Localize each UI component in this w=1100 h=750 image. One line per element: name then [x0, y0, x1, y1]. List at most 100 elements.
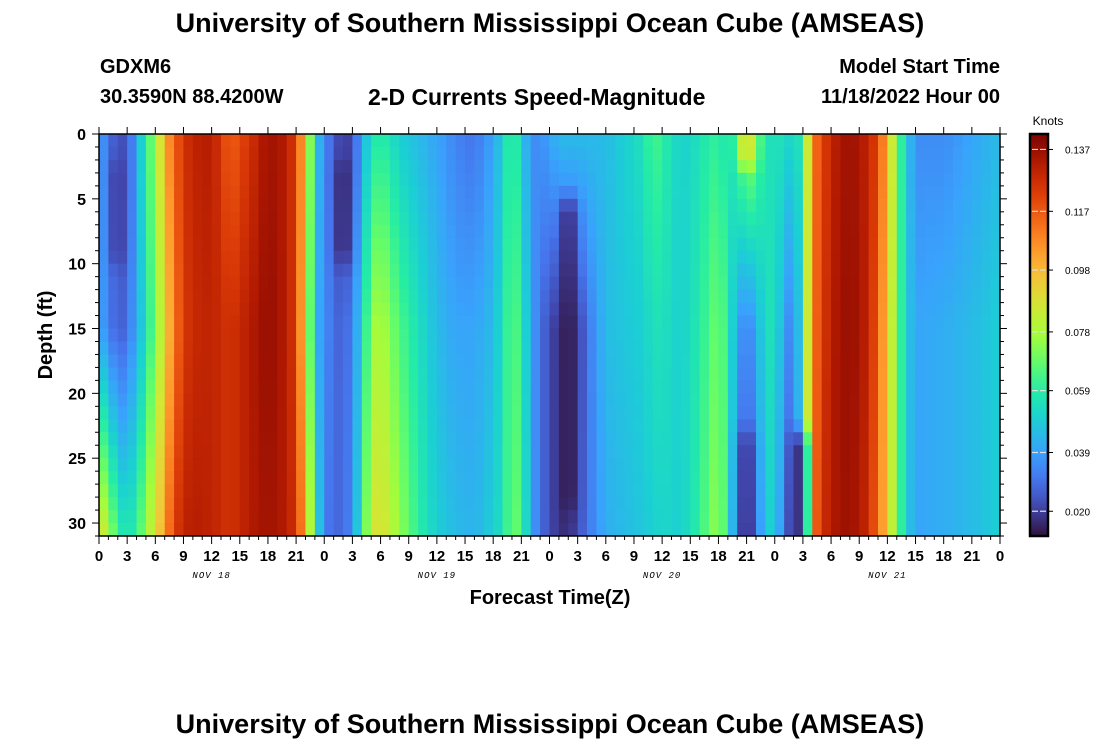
heatmap-cell: [633, 445, 644, 459]
heatmap-cell: [239, 367, 250, 381]
heatmap-cell: [483, 185, 494, 200]
heatmap-cell: [286, 198, 297, 213]
heatmap-cell: [474, 198, 485, 213]
heatmap-cell: [314, 484, 325, 498]
heatmap-cell: [399, 211, 410, 226]
heatmap-cell: [108, 134, 119, 148]
heatmap-cell: [427, 497, 438, 511]
heatmap-cell: [840, 185, 851, 200]
heatmap-cell: [643, 510, 654, 524]
heatmap-cell: [239, 302, 250, 317]
heatmap-cell: [746, 419, 757, 433]
heatmap-cell: [324, 302, 335, 317]
heatmap-cell: [755, 523, 766, 537]
heatmap-cell: [915, 484, 926, 498]
heatmap-cell: [784, 328, 795, 342]
heatmap-cell: [859, 419, 870, 433]
heatmap-cell: [587, 315, 597, 330]
heatmap-cell: [774, 250, 785, 265]
heatmap-cell: [652, 328, 663, 342]
heatmap-cell: [662, 289, 673, 304]
heatmap-cell: [455, 367, 466, 381]
heatmap-cell: [183, 523, 194, 537]
heatmap-cell: [99, 289, 109, 304]
heatmap-cell: [483, 328, 494, 342]
heatmap-cell: [971, 237, 982, 252]
heatmap-cell: [446, 211, 457, 226]
heatmap-cell: [483, 445, 494, 459]
heatmap-cell: [408, 250, 419, 265]
heatmap-cell: [145, 367, 156, 381]
heatmap-cell: [690, 510, 701, 524]
heatmap-cell: [155, 302, 166, 317]
heatmap-cell: [793, 484, 804, 498]
heatmap-cell: [408, 445, 419, 459]
heatmap-cell: [793, 497, 804, 511]
heatmap-cell: [305, 497, 316, 511]
heatmap-cell: [709, 315, 719, 330]
heatmap-cell: [436, 185, 447, 200]
heatmap-cell: [211, 510, 222, 524]
heatmap-cell: [624, 419, 635, 433]
heatmap-cell: [859, 250, 870, 265]
heatmap-cell: [389, 432, 400, 446]
heatmap-cell: [915, 458, 926, 472]
heatmap-cell: [896, 497, 907, 511]
heatmap-cell: [662, 341, 673, 355]
heatmap-cell: [887, 523, 898, 537]
heatmap-cell: [155, 289, 166, 304]
heatmap-cell: [896, 341, 907, 355]
heatmap-cell: [755, 146, 766, 161]
heatmap-cell: [943, 172, 954, 187]
heatmap-cell: [408, 185, 419, 200]
heatmap-cell: [211, 523, 222, 537]
heatmap-cell: [568, 510, 579, 524]
heatmap-cell: [521, 484, 532, 498]
heatmap-cell: [821, 523, 832, 537]
heatmap-cell: [971, 393, 982, 407]
heatmap-cell: [558, 484, 569, 498]
heatmap-cell: [540, 172, 550, 187]
heatmap-cell: [408, 237, 419, 252]
heatmap-cell: [389, 263, 400, 278]
heatmap-cell: [258, 134, 269, 148]
heatmap-cell: [511, 406, 522, 420]
heatmap-cell: [493, 237, 504, 252]
heatmap-cell: [296, 471, 306, 485]
heatmap-cell: [267, 458, 278, 472]
heatmap-cell: [802, 250, 813, 265]
heatmap-cell: [746, 237, 757, 252]
heatmap-cell: [802, 315, 813, 330]
heatmap-cell: [821, 341, 832, 355]
heatmap-cell: [755, 393, 766, 407]
heatmap-cell: [230, 497, 241, 511]
heatmap-cell: [906, 263, 917, 278]
heatmap-cell: [718, 354, 729, 368]
heatmap-cell: [540, 159, 550, 174]
heatmap-cell: [333, 341, 344, 355]
heatmap-cell: [258, 445, 269, 459]
heatmap-cell: [633, 406, 644, 420]
heatmap-cell: [380, 328, 391, 342]
heatmap-cell: [399, 367, 410, 381]
heatmap-cell: [737, 302, 748, 317]
heatmap-cell: [183, 315, 194, 330]
heatmap-cell: [530, 185, 541, 200]
heatmap-cell: [643, 224, 654, 239]
heatmap-cell: [615, 159, 626, 174]
heatmap-cell: [709, 354, 719, 368]
heatmap-cell: [924, 328, 935, 342]
heatmap-cell: [305, 250, 316, 265]
heatmap-cell: [183, 510, 194, 524]
heatmap-cell: [380, 380, 391, 394]
heatmap-cell: [812, 159, 823, 174]
heatmap-cell: [174, 328, 184, 342]
heatmap-cell: [962, 276, 973, 291]
heatmap-cell: [990, 328, 1001, 342]
heatmap-cell: [718, 432, 729, 446]
heatmap-cell: [436, 237, 447, 252]
heatmap-cell: [821, 211, 832, 226]
heatmap-cell: [493, 224, 504, 239]
heatmap-cell: [868, 354, 879, 368]
heatmap-cell: [277, 510, 288, 524]
